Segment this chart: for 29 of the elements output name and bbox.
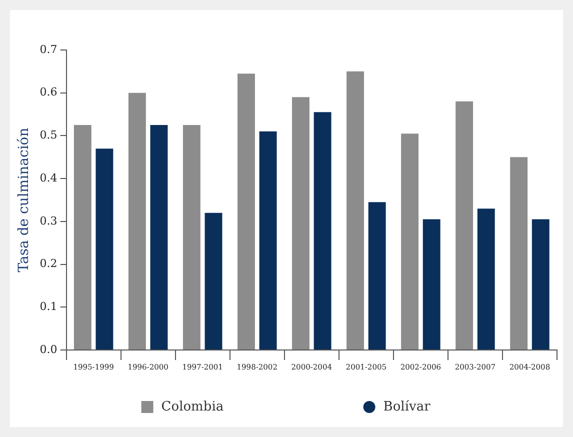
bar	[96, 148, 114, 350]
bar	[532, 219, 550, 350]
bar	[368, 202, 386, 350]
bar	[477, 208, 495, 350]
bar	[150, 125, 168, 350]
y-tick-label: 0.3	[40, 214, 58, 228]
bar	[510, 157, 528, 350]
y-tick-label: 0.6	[40, 86, 58, 99]
y-tick-label: 0.2	[40, 257, 58, 270]
bar	[237, 74, 255, 350]
bar	[346, 71, 364, 350]
bar	[401, 134, 419, 350]
bar	[314, 112, 332, 350]
legend-label: Colombia	[161, 399, 224, 414]
y-tick-label: 0.1	[40, 300, 58, 313]
y-tick-label: 0.5	[40, 128, 58, 142]
y-tick-label: 0.4	[40, 171, 58, 184]
bar	[204, 212, 222, 350]
bar	[182, 125, 200, 350]
bar	[422, 219, 440, 350]
bar	[128, 92, 146, 350]
bar	[259, 131, 277, 350]
legend-label: Bolívar	[383, 399, 432, 414]
bar	[74, 125, 92, 350]
bar	[456, 101, 474, 350]
y-tick-label: 0.0	[40, 342, 58, 356]
y-tick-label: 0.7	[40, 42, 58, 56]
bar	[292, 97, 310, 350]
y-axis-title: Tasa de culminación	[16, 128, 32, 272]
